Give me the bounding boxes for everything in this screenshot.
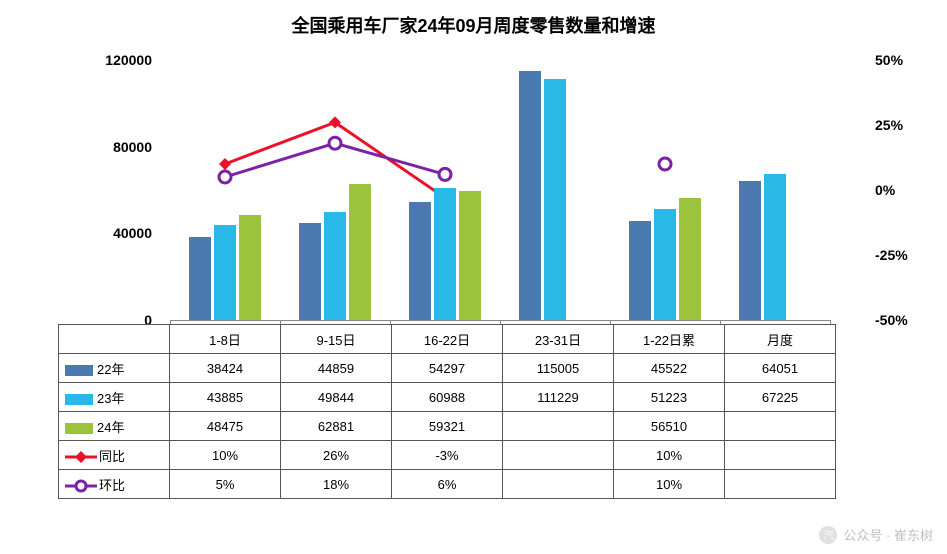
bar-22年 bbox=[519, 71, 541, 320]
table-cell: 56510 bbox=[614, 412, 725, 441]
table-cell: 59321 bbox=[392, 412, 503, 441]
table-cell: 10% bbox=[170, 441, 281, 470]
data-table: 1-8日9-15日16-22日23-31日1-22日累月度 22年 38424448… bbox=[58, 324, 836, 499]
bar-22年 bbox=[409, 202, 431, 320]
table-header-cell: 月度 bbox=[725, 325, 836, 354]
legend-cell-24年: 24年 bbox=[59, 412, 170, 441]
table-cell: 51223 bbox=[614, 383, 725, 412]
legend-cell-22年: 22年 bbox=[59, 354, 170, 383]
table-cell: 10% bbox=[614, 470, 725, 499]
legend-swatch bbox=[65, 450, 97, 464]
table-cell bbox=[503, 441, 614, 470]
table-cell: 64051 bbox=[725, 354, 836, 383]
marker-环比 bbox=[659, 158, 671, 170]
y-left-tick: 80000 bbox=[113, 139, 152, 155]
table-cell: 10% bbox=[614, 441, 725, 470]
table-cell: 115005 bbox=[503, 354, 614, 383]
legend-label: 同比 bbox=[99, 449, 125, 464]
bar-22年 bbox=[189, 237, 211, 320]
table-cell bbox=[725, 412, 836, 441]
legend-label: 22年 bbox=[97, 362, 124, 377]
table-cell: 18% bbox=[281, 470, 392, 499]
bar-23年 bbox=[324, 212, 346, 320]
table-header-cell: 1-22日累 bbox=[614, 325, 725, 354]
table-cell: 60988 bbox=[392, 383, 503, 412]
y-right-tick: 50% bbox=[875, 52, 903, 68]
bar-23年 bbox=[434, 188, 456, 320]
table-cell: 44859 bbox=[281, 354, 392, 383]
line-同比 bbox=[225, 122, 445, 197]
table-cell: 54297 bbox=[392, 354, 503, 383]
bar-23年 bbox=[654, 209, 676, 320]
watermark-text: 公众号 · 崔东树 bbox=[843, 525, 933, 544]
bar-24年 bbox=[459, 191, 481, 320]
line-overlay bbox=[170, 60, 830, 320]
legend-label: 23年 bbox=[97, 391, 124, 406]
table-cell: 26% bbox=[281, 441, 392, 470]
y-right-tick: -50% bbox=[875, 312, 908, 328]
legend-cell-同比: 同比 bbox=[59, 441, 170, 470]
table-cell: 6% bbox=[392, 470, 503, 499]
legend-swatch bbox=[65, 394, 93, 405]
bar-22年 bbox=[629, 221, 651, 320]
y-axis-right: -50%-25%0%25%50% bbox=[867, 60, 927, 320]
y-left-tick: 40000 bbox=[113, 225, 152, 241]
table-cell: 62881 bbox=[281, 412, 392, 441]
marker-环比 bbox=[439, 168, 451, 180]
table-corner bbox=[59, 325, 170, 354]
table-cell: 67225 bbox=[725, 383, 836, 412]
chart-container: 全国乘用车厂家24年09月周度零售数量和增速 04000080000120000… bbox=[0, 0, 947, 554]
table-cell: -3% bbox=[392, 441, 503, 470]
bar-24年 bbox=[349, 184, 371, 320]
watermark: 汽 公众号 · 崔东树 bbox=[819, 525, 933, 544]
bar-24年 bbox=[679, 198, 701, 320]
bar-22年 bbox=[739, 181, 761, 320]
table-cell bbox=[725, 441, 836, 470]
table-cell: 38424 bbox=[170, 354, 281, 383]
marker-环比 bbox=[219, 171, 231, 183]
plot-area: 1-8日9-15日16-22日23-31日1-22日累月度 bbox=[170, 60, 830, 321]
legend-label: 环比 bbox=[99, 478, 125, 493]
table-cell: 48475 bbox=[170, 412, 281, 441]
table-cell bbox=[503, 412, 614, 441]
table-header-cell: 9-15日 bbox=[281, 325, 392, 354]
table-cell: 111229 bbox=[503, 383, 614, 412]
table-cell: 43885 bbox=[170, 383, 281, 412]
y-right-tick: 0% bbox=[875, 182, 895, 198]
table-cell: 45522 bbox=[614, 354, 725, 383]
table-header-cell: 1-8日 bbox=[170, 325, 281, 354]
table-header-cell: 16-22日 bbox=[392, 325, 503, 354]
legend-swatch bbox=[65, 479, 97, 493]
bar-22年 bbox=[299, 223, 321, 320]
legend-cell-环比: 环比 bbox=[59, 470, 170, 499]
bar-24年 bbox=[239, 215, 261, 320]
chart-title: 全国乘用车厂家24年09月周度零售数量和增速 bbox=[0, 12, 947, 38]
table-cell: 49844 bbox=[281, 383, 392, 412]
legend-cell-23年: 23年 bbox=[59, 383, 170, 412]
legend-swatch bbox=[65, 423, 93, 434]
table-header-cell: 23-31日 bbox=[503, 325, 614, 354]
bar-23年 bbox=[544, 79, 566, 320]
bar-23年 bbox=[764, 174, 786, 320]
legend-swatch bbox=[65, 365, 93, 376]
y-axis-left: 04000080000120000 bbox=[90, 60, 160, 320]
table-cell: 5% bbox=[170, 470, 281, 499]
wechat-icon: 汽 bbox=[819, 526, 837, 544]
y-right-tick: -25% bbox=[875, 247, 908, 263]
marker-环比 bbox=[329, 137, 341, 149]
table-cell bbox=[503, 470, 614, 499]
y-right-tick: 25% bbox=[875, 117, 903, 133]
marker-同比 bbox=[219, 158, 231, 170]
bar-23年 bbox=[214, 225, 236, 320]
legend-label: 24年 bbox=[97, 420, 124, 435]
table-cell bbox=[725, 470, 836, 499]
y-left-tick: 120000 bbox=[105, 52, 152, 68]
